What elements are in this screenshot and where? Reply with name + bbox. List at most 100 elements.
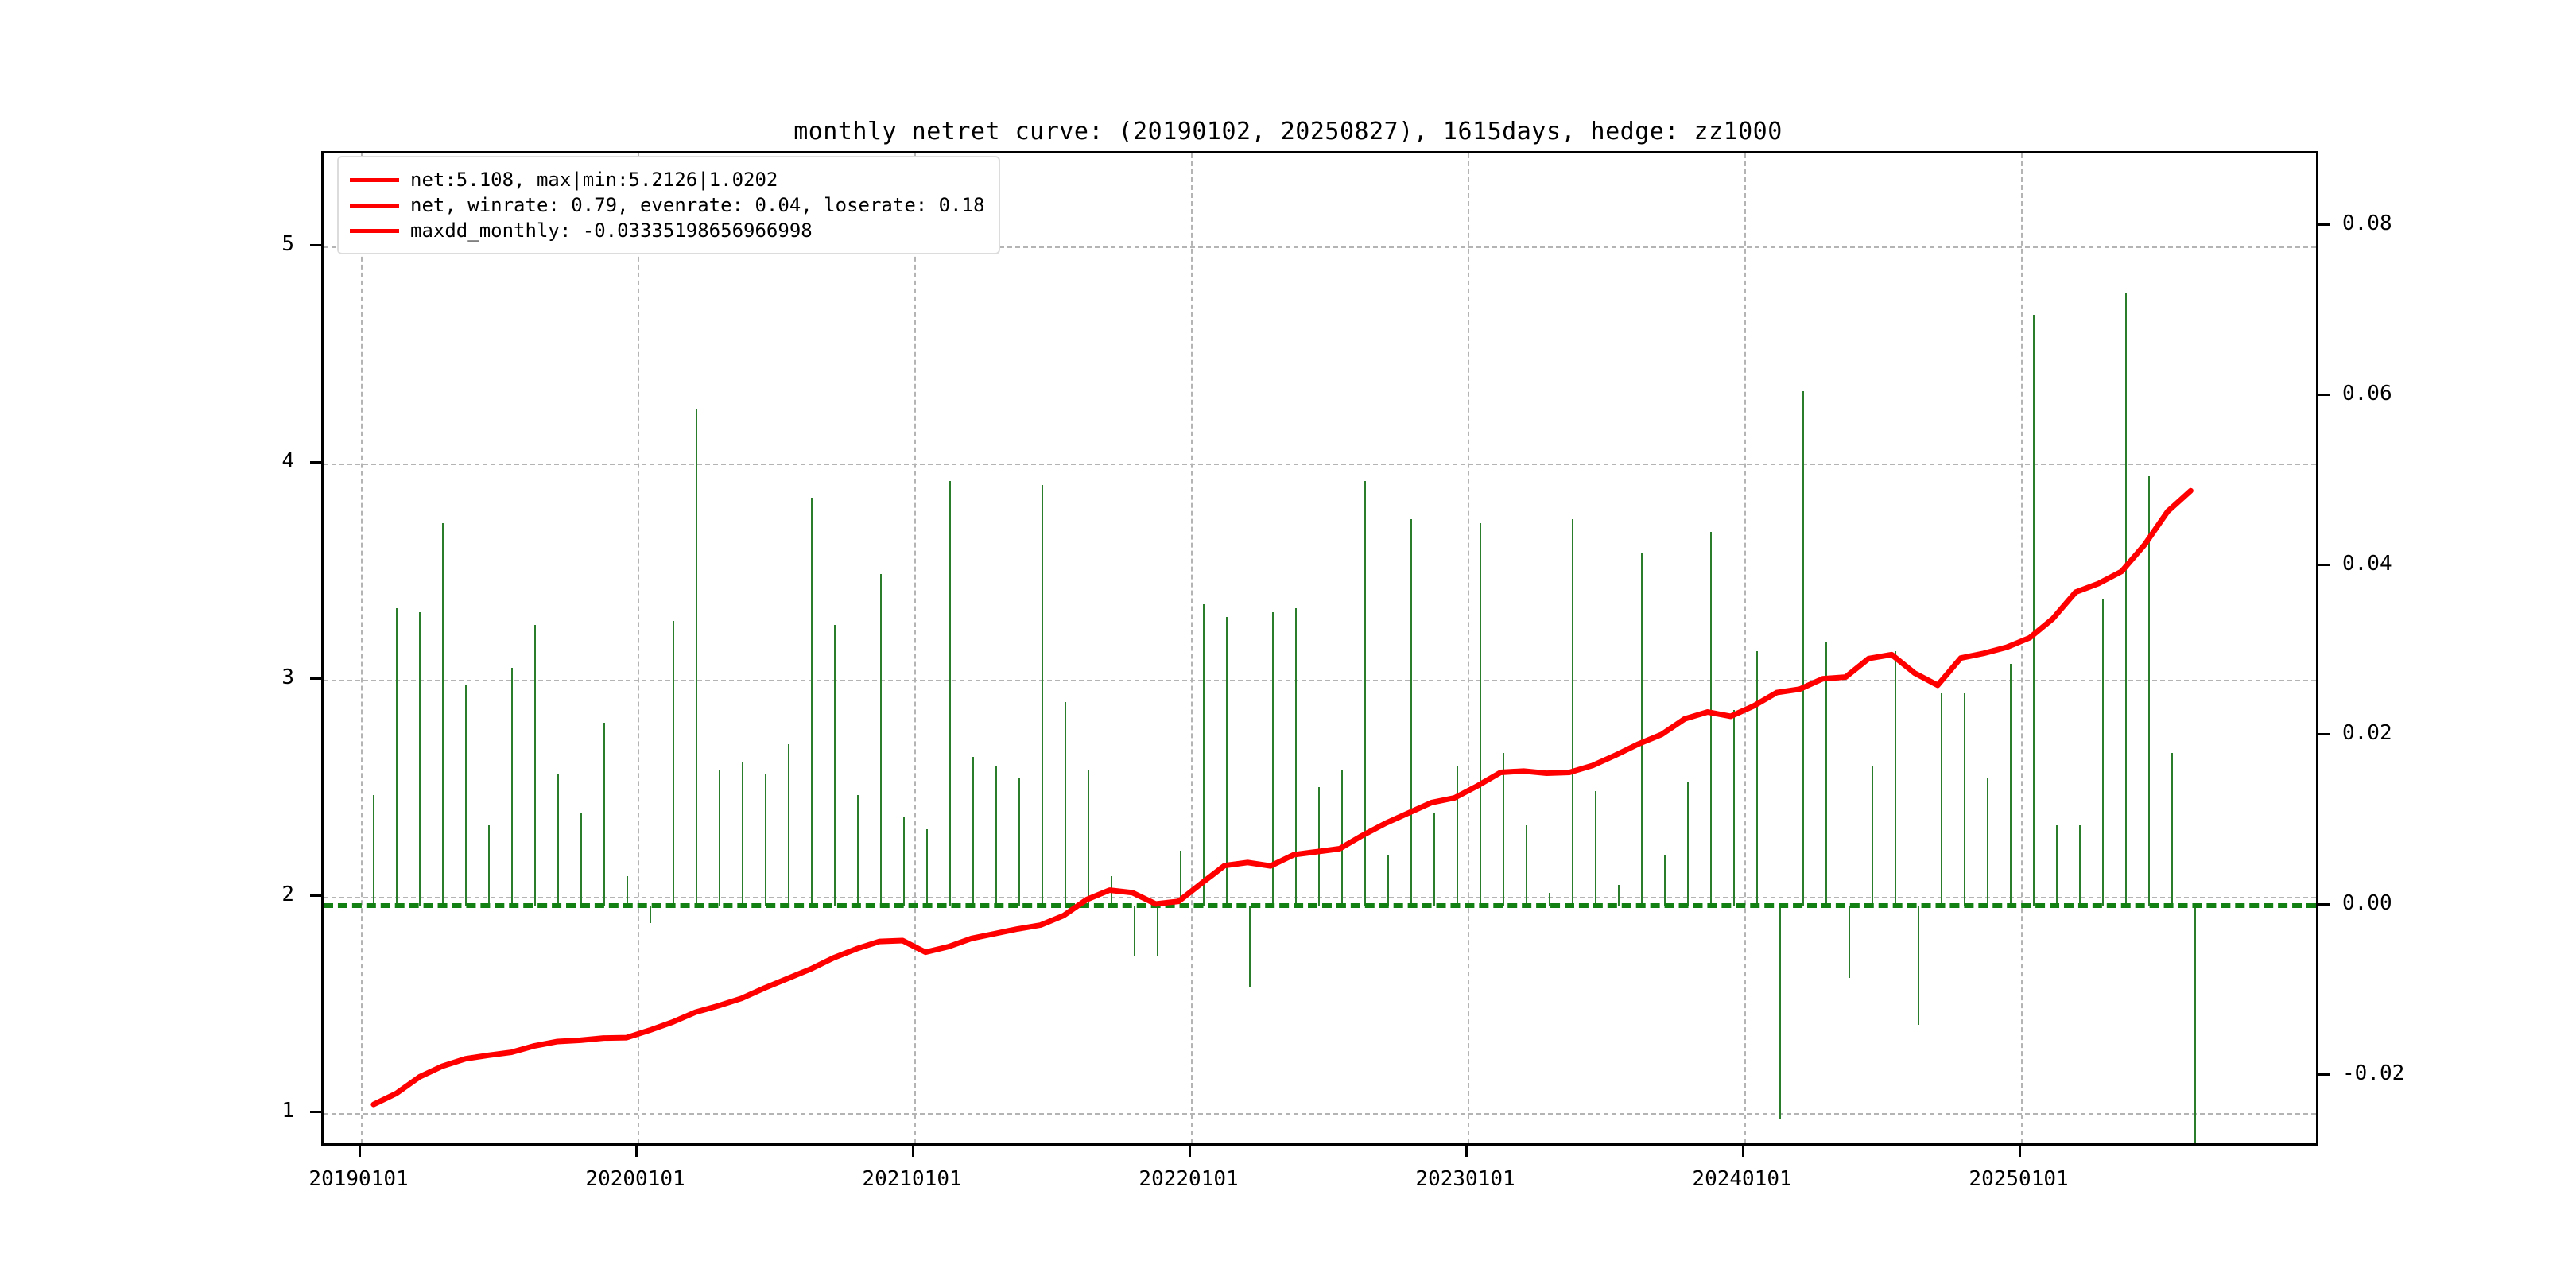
y-axis-left-tick-label: 1 — [281, 1099, 294, 1123]
monthly-return-bar — [1572, 518, 1573, 906]
y-axis-left-tick-label: 3 — [281, 665, 294, 690]
monthly-return-bar — [788, 744, 789, 906]
monthly-return-bar — [949, 480, 951, 906]
monthly-return-bar — [1272, 612, 1274, 906]
monthly-return-bar — [1987, 778, 1988, 906]
monthly-return-bar — [880, 574, 882, 906]
monthly-return-bar — [2125, 293, 2127, 906]
y-axis-right-tick-mark — [2318, 733, 2330, 736]
y-axis-right-tick-label: 0.08 — [2342, 211, 2392, 235]
gridline-vertical — [2021, 153, 2023, 1143]
monthly-return-bar — [1341, 770, 1343, 906]
monthly-return-bar — [1687, 782, 1689, 906]
y-axis-right-tick-label: 0.02 — [2342, 721, 2392, 746]
monthly-return-bar — [742, 761, 743, 906]
monthly-return-bar — [1318, 786, 1320, 906]
monthly-return-bar — [2056, 824, 2058, 906]
y-axis-left-tick-label: 2 — [281, 882, 294, 906]
x-axis-tick-mark — [1742, 1146, 1745, 1157]
y-axis-right-tick-mark — [2318, 223, 2330, 226]
y-axis-right-tick-label: 0.04 — [2342, 551, 2392, 576]
plot-area — [321, 151, 2318, 1146]
chart-title: monthly netret curve: (20190102, 2025082… — [793, 118, 1783, 145]
monthly-return-bar — [1618, 884, 1620, 906]
gridline-horizontal — [324, 246, 2316, 249]
gridline-vertical — [1468, 153, 1470, 1143]
monthly-return-bar — [1433, 812, 1435, 906]
gridline-horizontal — [324, 463, 2316, 465]
monthly-return-bar — [2102, 599, 2104, 906]
y-axis-right-tick-mark — [2318, 903, 2330, 906]
legend-line-swatch-icon — [350, 228, 399, 233]
y-axis-left-tick-label: 4 — [281, 448, 294, 473]
monthly-return-bar — [1480, 523, 1481, 906]
y-axis-right-tick-label: 0.06 — [2342, 381, 2392, 405]
monthly-return-bar — [811, 498, 813, 906]
y-axis-left-tick-mark — [310, 677, 321, 681]
monthly-return-bar — [903, 817, 905, 906]
monthly-return-bar — [1157, 906, 1158, 957]
x-axis-tick-mark — [1189, 1146, 1192, 1157]
y-axis-left-tick-mark — [310, 460, 321, 464]
monthly-return-bar — [1895, 650, 1896, 906]
monthly-return-bar — [442, 523, 444, 906]
monthly-return-bar — [1549, 893, 1550, 906]
y-axis-left-tick-label: 5 — [281, 232, 294, 257]
monthly-return-bar — [396, 608, 398, 906]
legend-line-swatch-icon — [350, 177, 399, 182]
monthly-return-bar — [834, 625, 836, 906]
monthly-return-bar — [488, 824, 490, 906]
y-axis-right-tick-label: -0.02 — [2342, 1061, 2405, 1086]
legend-line-swatch-icon — [350, 203, 399, 208]
monthly-return-bar — [2194, 906, 2196, 1143]
monthly-return-bar — [2171, 752, 2173, 906]
y-axis-left-tick-mark — [310, 894, 321, 897]
legend-item-net-summary: net:5.108, max|min:5.2126|1.0202 — [350, 167, 984, 192]
monthly-return-bar — [2033, 315, 2035, 906]
monthly-return-bar — [1710, 531, 1712, 906]
monthly-return-bar — [627, 875, 628, 906]
x-axis-tick-label: 20220101 — [1139, 1167, 1239, 1191]
x-axis-tick-mark — [359, 1146, 362, 1157]
x-axis-tick-label: 20230101 — [1415, 1167, 1515, 1191]
x-axis-tick-mark — [2019, 1146, 2022, 1157]
legend-label-maxdd: maxdd_monthly: -0.03335198656966998 — [410, 219, 813, 242]
monthly-return-bar — [1295, 608, 1297, 906]
monthly-return-bar — [1802, 391, 1804, 906]
legend-item-maxdd: maxdd_monthly: -0.03335198656966998 — [350, 218, 984, 243]
monthly-return-bar — [1964, 692, 1965, 906]
monthly-return-bar — [1825, 642, 1827, 906]
plot-inner — [324, 153, 2316, 1143]
monthly-return-bar — [857, 795, 859, 906]
monthly-return-bar — [419, 612, 421, 906]
monthly-return-bar — [1526, 824, 1527, 906]
x-axis-tick-label: 20200101 — [585, 1167, 685, 1191]
monthly-return-bar — [1641, 553, 1643, 906]
legend-label-net-summary: net:5.108, max|min:5.2126|1.0202 — [410, 169, 778, 191]
gridline-vertical — [914, 153, 917, 1143]
gridline-vertical — [638, 153, 640, 1143]
zero-reference-line — [324, 903, 2316, 909]
monthly-return-bar — [557, 774, 559, 906]
monthly-return-bar — [1503, 752, 1504, 906]
chart-legend: net:5.108, max|min:5.2126|1.0202 net, wi… — [337, 156, 1001, 254]
monthly-return-bar — [1733, 710, 1735, 906]
monthly-return-bar — [1918, 906, 1919, 1025]
monthly-return-bar — [1410, 518, 1412, 906]
legend-item-net-rates: net, winrate: 0.79, evenrate: 0.04, lose… — [350, 192, 984, 218]
x-axis-tick-label: 20210101 — [862, 1167, 962, 1191]
y-axis-right-tick-mark — [2318, 393, 2330, 396]
monthly-return-bar — [1042, 485, 1043, 906]
gridline-horizontal — [324, 896, 2316, 898]
monthly-return-bar — [1088, 770, 1089, 906]
gridline-vertical — [1744, 153, 1747, 1143]
monthly-return-bar — [465, 685, 467, 906]
monthly-return-bar — [1180, 850, 1181, 906]
monthly-return-bar — [580, 812, 582, 906]
monthly-return-bar — [1249, 906, 1251, 987]
monthly-return-bar — [1018, 778, 1020, 906]
monthly-return-bar — [765, 774, 766, 906]
monthly-return-bar — [1941, 692, 1942, 906]
monthly-return-bar — [650, 906, 651, 923]
